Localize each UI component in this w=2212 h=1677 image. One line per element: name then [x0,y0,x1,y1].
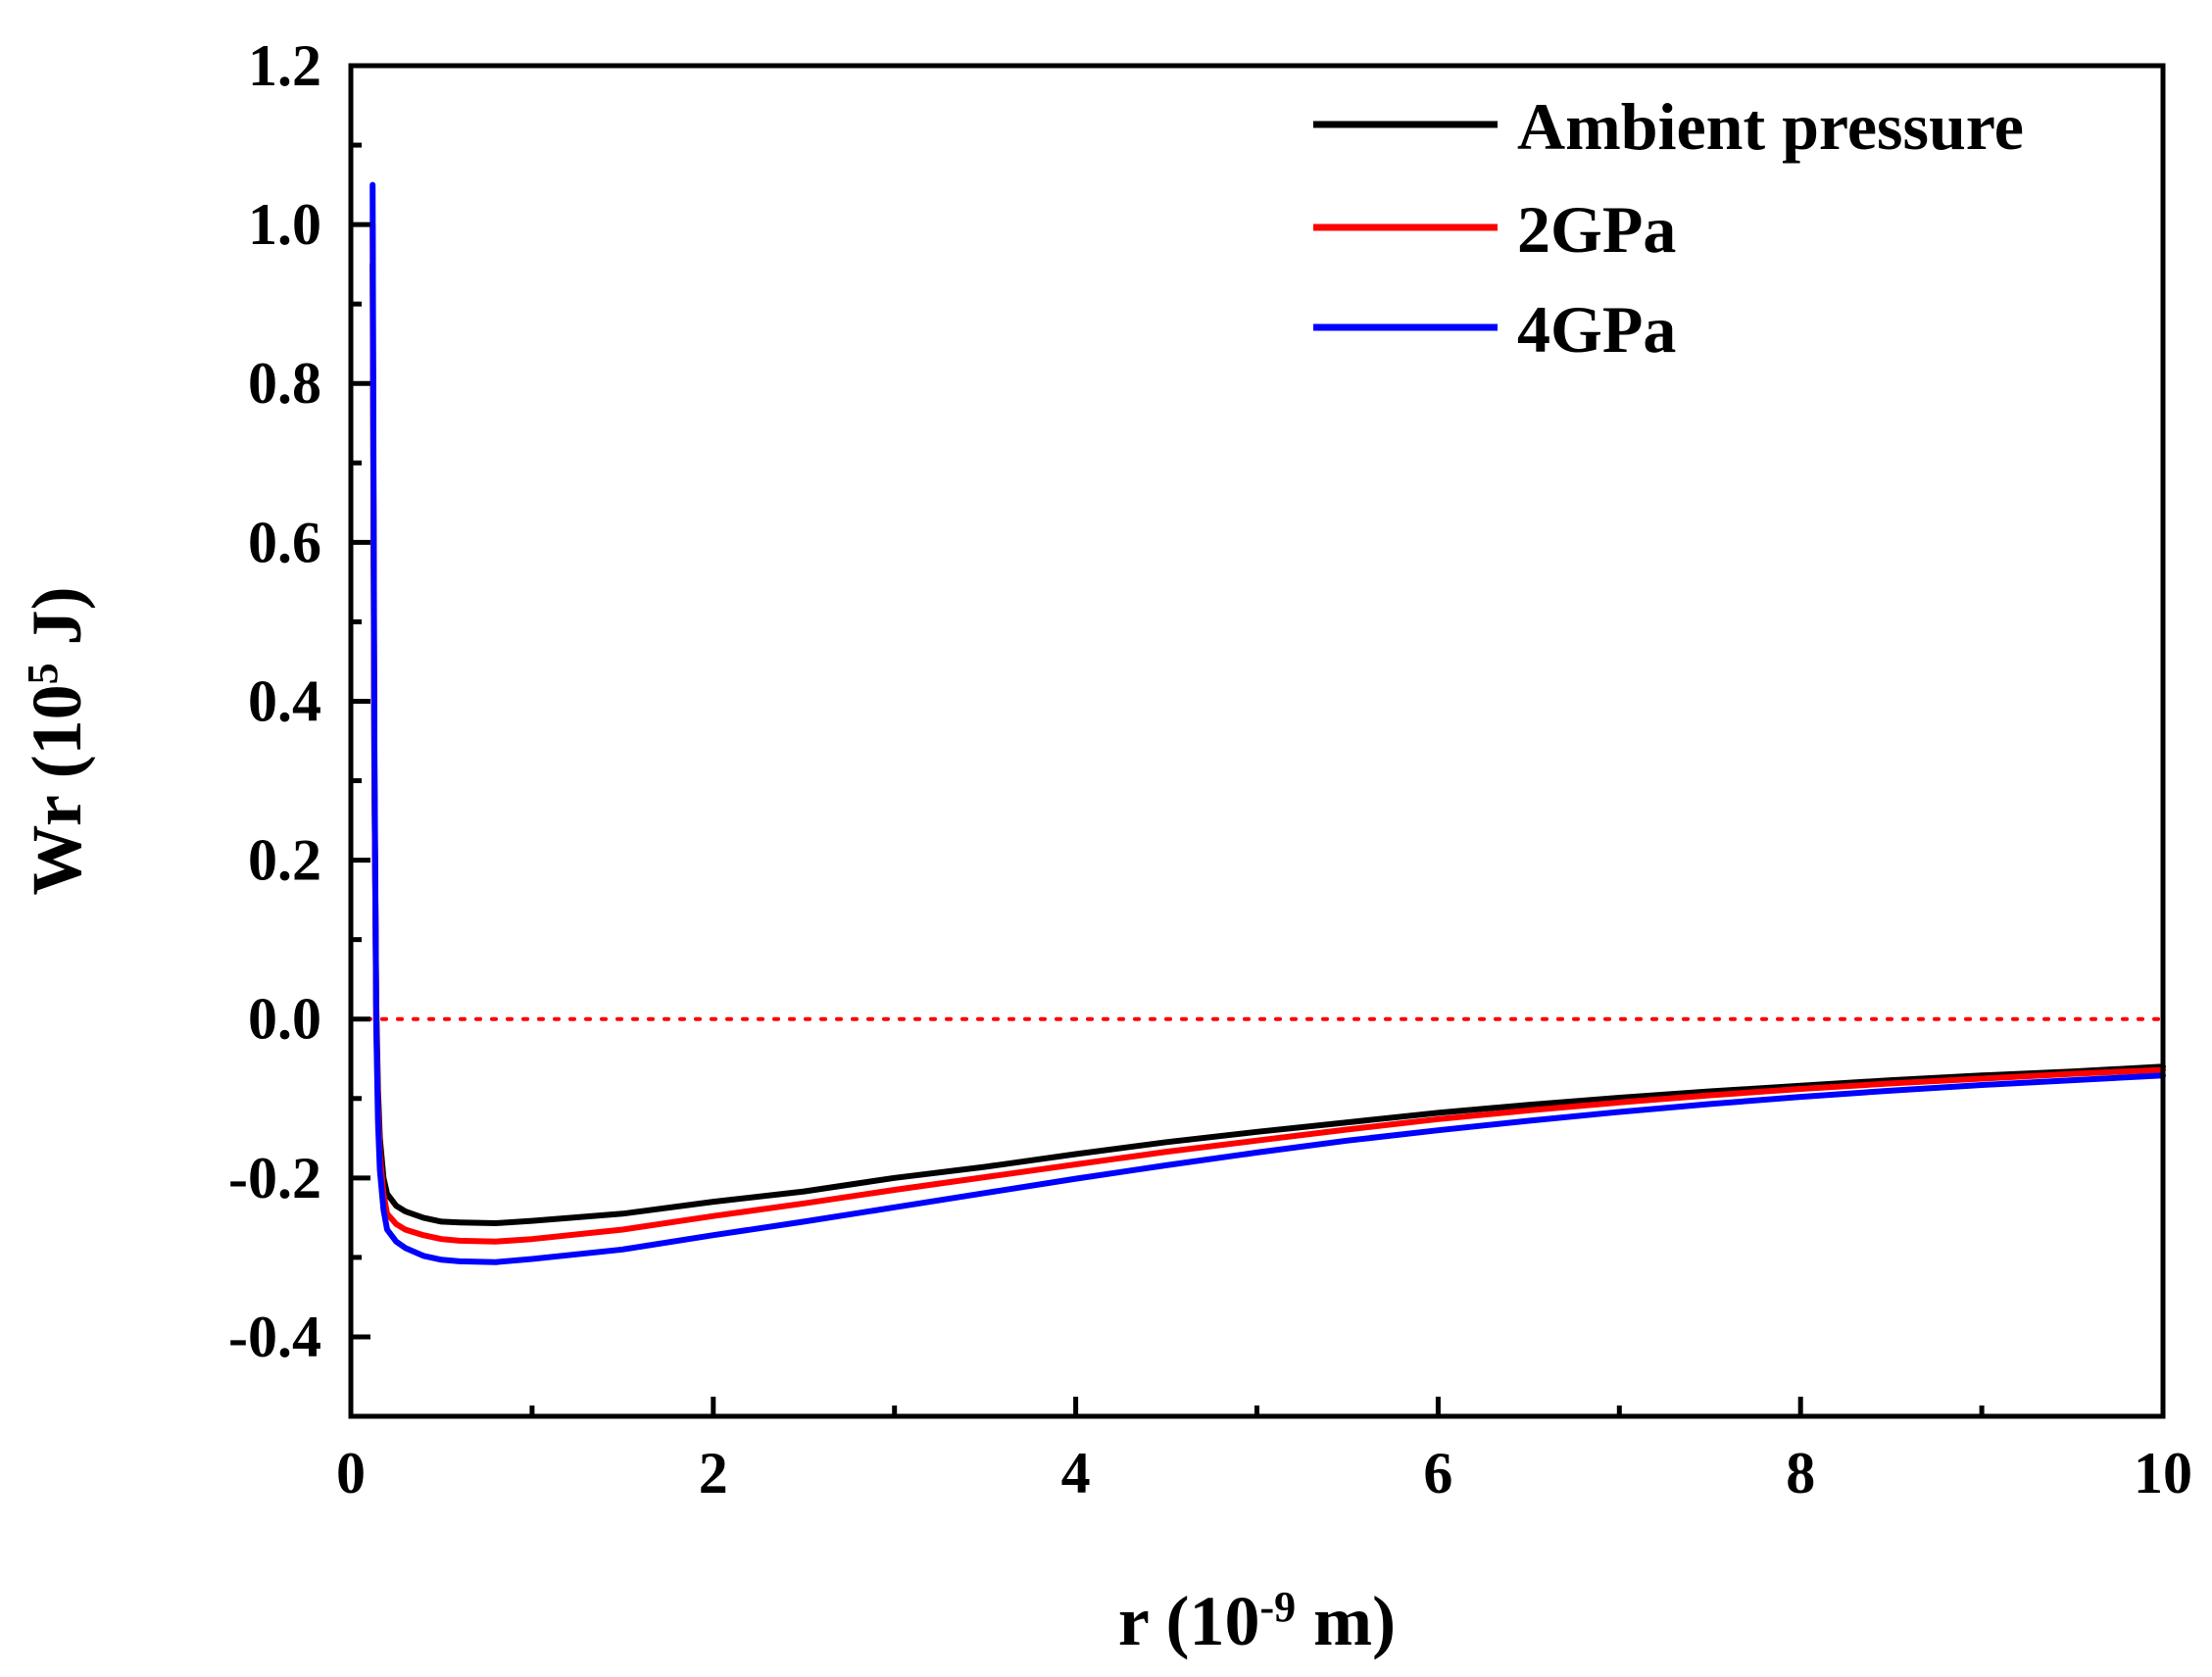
y-tick-label: 0.4 [248,668,321,733]
y-axis-title-sup: 5 [19,663,67,684]
y-tick-label: 0.2 [248,828,321,893]
y-axis-title-tail: J) [18,586,96,663]
x-tick-label: 4 [1061,1441,1091,1505]
y-tick-label: 1.0 [248,192,321,257]
x-tick-label: 8 [1786,1441,1815,1505]
legend: Ambient pressure 2GPa 4GPa [1313,89,2024,367]
y-tick-label: 0.6 [248,510,321,574]
y-tick-label: -0.2 [228,1146,321,1210]
x-axis-title-sup: -9 [1260,1583,1297,1631]
x-tick-label: 10 [2134,1441,2192,1505]
x-tick-label: 0 [336,1441,366,1505]
y-tick-label: 0.0 [248,987,321,1052]
x-axis-title-tail: m) [1296,1582,1396,1660]
series-line-4gpa [369,181,2166,1265]
y-tick-label: 0.8 [248,351,321,416]
y-axis-title-main: Wr (10 [18,684,96,895]
y-tick-label: 1.2 [248,33,321,98]
y-tick-label: -0.4 [228,1305,321,1369]
legend-label-ambient-pressure: Ambient pressure [1517,89,2024,164]
x-axis-title: r (10-9 m) [1118,1582,1396,1660]
x-tick-label: 2 [699,1441,728,1505]
x-tick-label: 6 [1423,1441,1452,1505]
legend-label-2gpa: 2GPa [1517,192,1676,267]
legend-label-4gpa: 4GPa [1517,292,1676,367]
series-line-ambient-pressure [369,261,2166,1226]
y-axis-title: Wr (105 J) [18,586,96,895]
x-axis-title-main: r (10 [1118,1582,1260,1660]
